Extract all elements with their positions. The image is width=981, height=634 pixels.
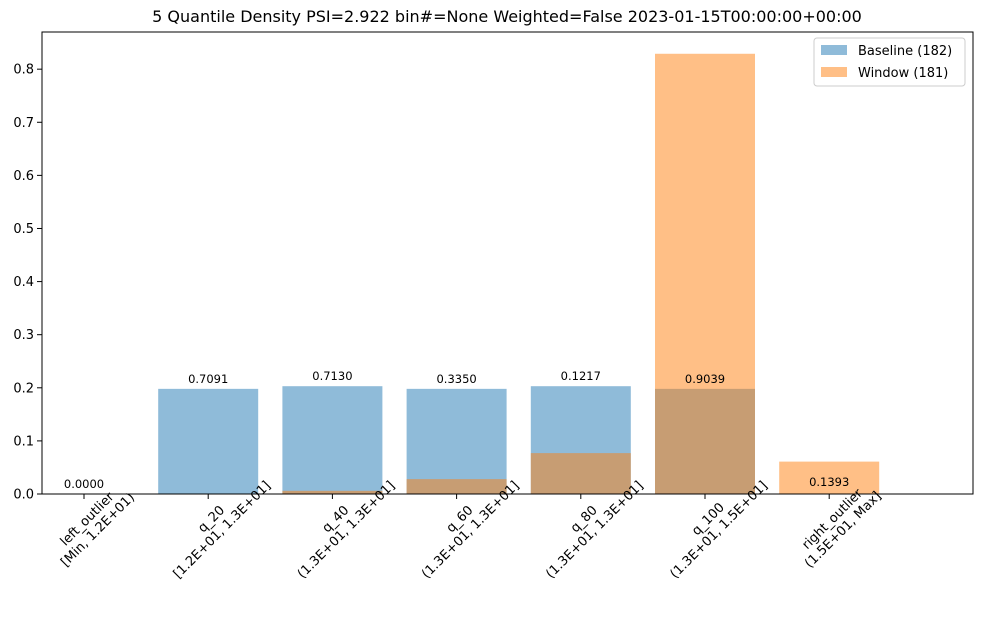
bar-value-label-6: 0.1393: [809, 475, 849, 489]
legend-label-0: Baseline (182): [858, 44, 952, 59]
bar-window-4: [530, 453, 631, 494]
bar-baseline-2: [282, 386, 383, 494]
legend-box: [813, 37, 966, 87]
bars-layer: [158, 53, 880, 495]
legend-swatch-0: [821, 45, 847, 55]
y-tick-label: 0.4: [13, 275, 34, 290]
bar-value-label-4: 0.1217: [561, 369, 601, 383]
bar-window-2: [282, 490, 383, 494]
bar-value-label-3: 0.3350: [436, 372, 476, 386]
x-tick-label-0: left_outlier[Min, 1.2E+01): [48, 480, 138, 570]
bar-window-3: [406, 479, 507, 494]
y-axis: 0.0 0.1 0.2 0.3 0.4 0.5 0.6 0.7 0.8: [13, 63, 42, 503]
plot-frame: [41, 31, 974, 495]
y-tick-label: 0.8: [13, 63, 34, 78]
bar-value-label-5: 0.9039: [685, 372, 725, 386]
bar-baseline-1: [158, 388, 259, 494]
bar-baseline-3: [406, 388, 507, 494]
bar-value-label-0: 0.0000: [64, 477, 104, 491]
chart-title: 5 Quantile Density PSI=2.922 bin#=None W…: [152, 7, 862, 26]
y-tick-label: 0.2: [13, 381, 34, 396]
y-tick-label: 0.7: [13, 116, 34, 131]
bar-value-label-2: 0.7130: [312, 369, 352, 383]
legend-label-1: Window (181): [858, 66, 948, 81]
y-tick-label: 0.0: [13, 488, 34, 503]
y-tick-label: 0.1: [13, 434, 34, 449]
legend-swatch-1: [821, 67, 847, 77]
bar-value-label-1: 0.7091: [188, 372, 228, 386]
y-tick-label: 0.6: [13, 169, 34, 184]
y-tick-label: 0.5: [13, 222, 34, 237]
y-tick-label: 0.3: [13, 328, 34, 343]
bar-window-5: [655, 53, 755, 495]
bar-window-6: [779, 461, 880, 494]
legend: Baseline (182) Window (181): [813, 37, 966, 87]
bar-value-labels: 0.0000 0.7091 0.7130 0.3350 0.1217 0.9039 0.13…: [64, 369, 849, 491]
